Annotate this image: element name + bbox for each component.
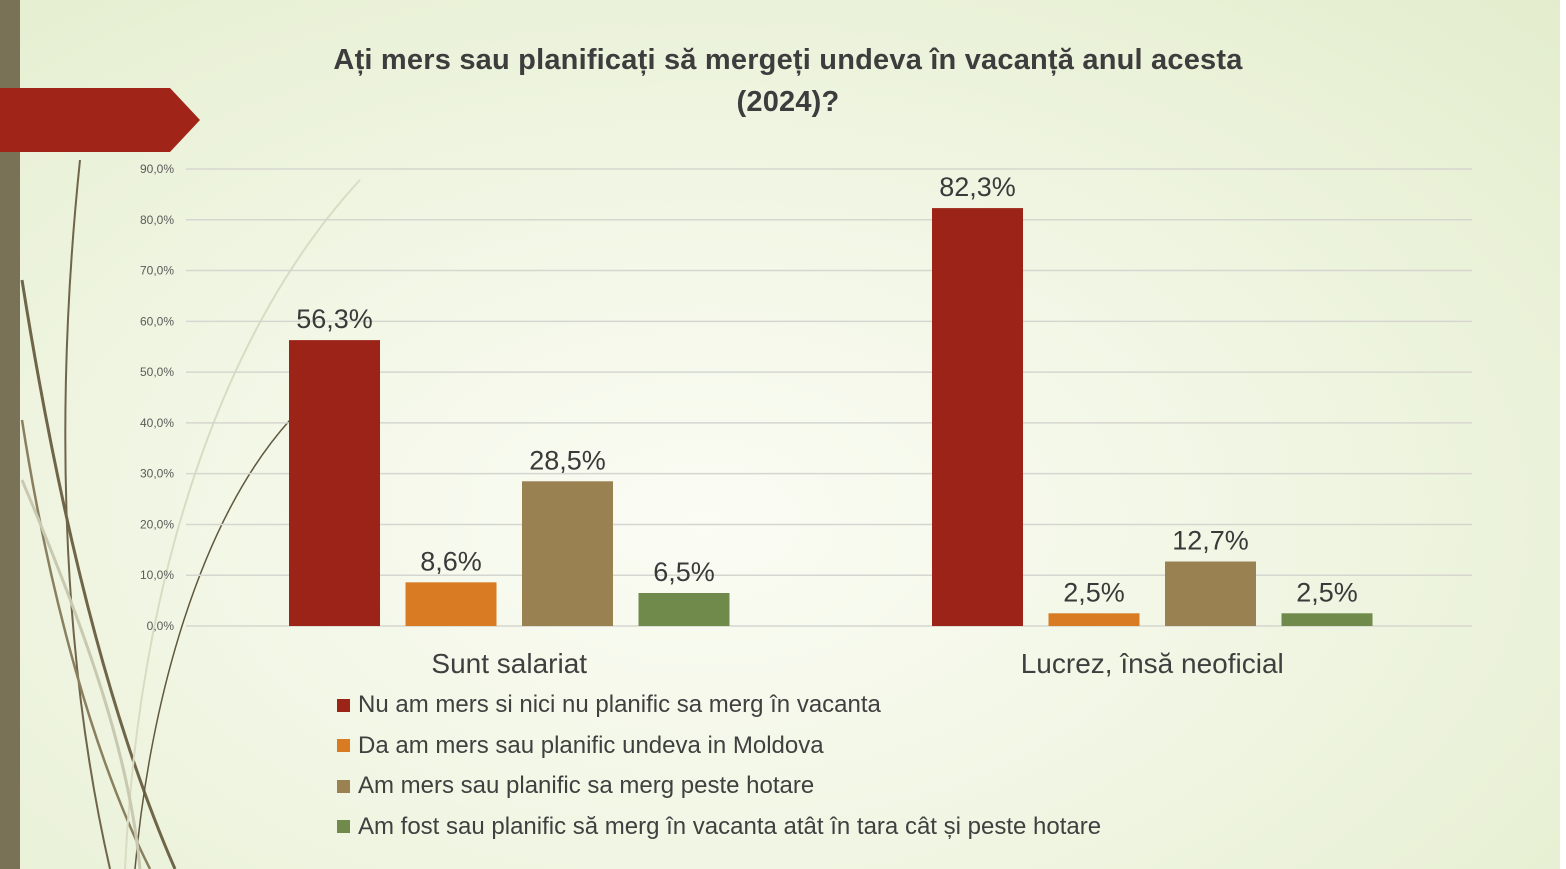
legend-item: Am mers sau planific sa merg peste hotar… — [337, 771, 814, 801]
legend-label: Am fost sau planific să merg în vacanta … — [358, 812, 1102, 840]
y-tick-label: 80,0% — [140, 213, 174, 227]
left-decorative-bar — [0, 0, 20, 869]
y-tick-label: 10,0% — [140, 568, 174, 582]
bar — [638, 592, 730, 626]
x-category-label: Lucrez, însă neoficial — [1021, 648, 1284, 679]
y-tick-label: 40,0% — [140, 416, 174, 430]
y-tick-label: 70,0% — [140, 264, 174, 278]
data-label: 56,3% — [296, 304, 373, 334]
y-tick-label: 30,0% — [140, 467, 174, 481]
data-label: 2,5% — [1296, 577, 1358, 607]
legend-swatch — [337, 698, 350, 712]
legend-item: Nu am mers si nici nu planific sa merg î… — [337, 690, 881, 720]
right-edge-strip — [1560, 0, 1566, 869]
data-label: 6,5% — [653, 557, 715, 587]
decorative-swirls — [20, 159, 361, 869]
bar — [932, 208, 1023, 627]
bar — [405, 582, 497, 626]
chart-title-year: (2024)? — [736, 86, 840, 118]
y-tick-label: 90,0% — [140, 162, 174, 176]
bar — [1048, 613, 1140, 626]
y-tick-label: 60,0% — [140, 314, 174, 328]
y-tick-label: 50,0% — [140, 365, 174, 379]
bar — [522, 481, 613, 626]
bar — [1165, 561, 1256, 626]
y-tick-label: 20,0% — [140, 517, 174, 531]
chart-title: Ați mers sau planificați să mergeți unde… — [333, 44, 1243, 76]
legend-swatch — [337, 820, 350, 833]
legend-item: Am fost sau planific să merg în vacanta … — [337, 812, 1101, 842]
legend-label: Da am mers sau planific undeva in Moldov… — [358, 731, 824, 759]
legend-label: Am mers sau planific sa merg peste hotar… — [358, 772, 815, 799]
legend-item: Da am mers sau planific undeva in Moldov… — [337, 731, 824, 761]
legend-label: Nu am mers si nici nu planific sa merg î… — [358, 691, 881, 718]
legend-swatch — [337, 779, 350, 793]
data-label: 28,5% — [529, 445, 606, 475]
data-label: 8,6% — [420, 546, 482, 576]
legend-swatch — [337, 739, 350, 752]
data-label: 12,7% — [1172, 526, 1249, 556]
red-arrow-banner — [0, 88, 200, 152]
y-tick-label: 0,0% — [147, 619, 175, 633]
x-category-label: Sunt salariat — [431, 648, 587, 679]
bar — [1281, 613, 1373, 626]
bar — [289, 340, 380, 626]
data-label: 2,5% — [1063, 577, 1125, 607]
data-label: 82,3% — [939, 172, 1016, 202]
